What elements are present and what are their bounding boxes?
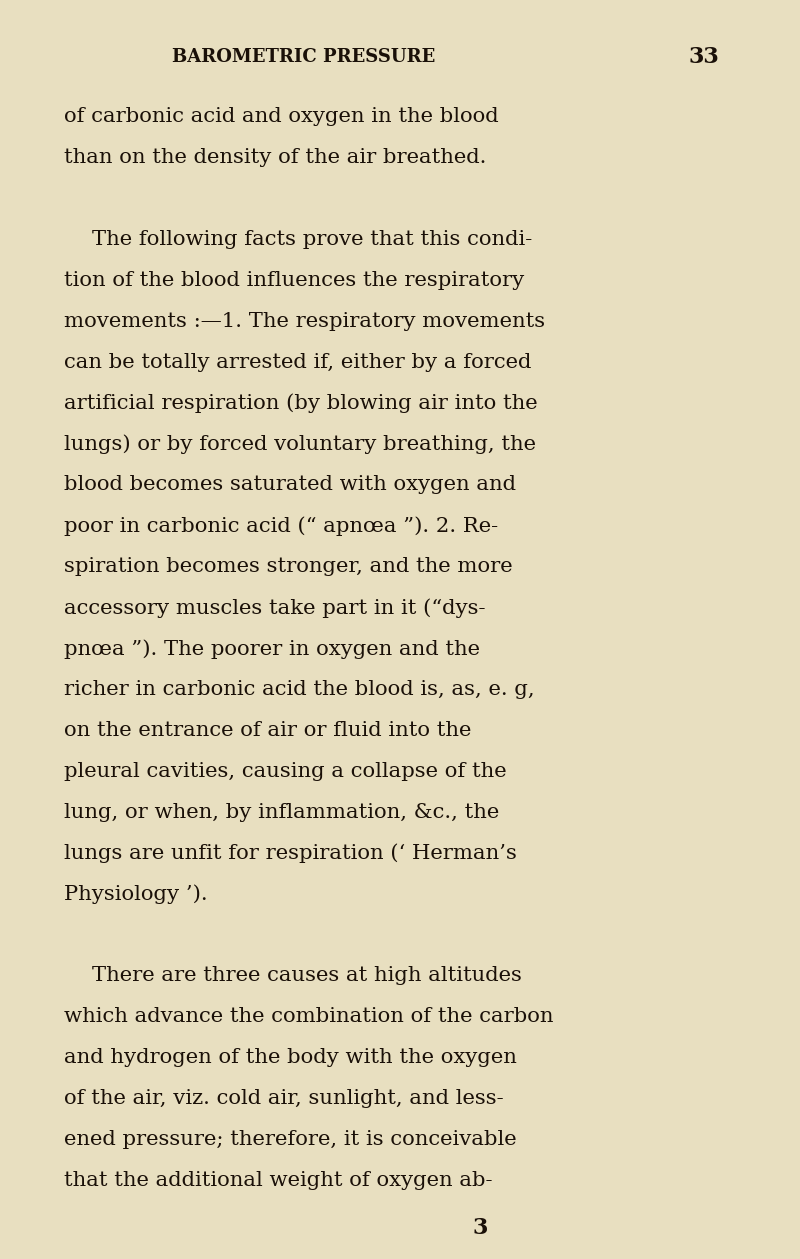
Text: spiration becomes stronger, and the more: spiration becomes stronger, and the more [64, 556, 513, 577]
Text: blood becomes saturated with oxygen and: blood becomes saturated with oxygen and [64, 475, 516, 495]
Text: artificial respiration (by blowing air into the: artificial respiration (by blowing air i… [64, 393, 538, 413]
Text: There are three causes at high altitudes: There are three causes at high altitudes [92, 967, 522, 986]
Text: 33: 33 [689, 45, 719, 68]
Text: lungs are unfit for respiration (‘ Herman’s: lungs are unfit for respiration (‘ Herma… [64, 844, 517, 864]
Text: ened pressure; therefore, it is conceivable: ened pressure; therefore, it is conceiva… [64, 1131, 517, 1149]
Text: of the air, viz. cold air, sunlight, and less-: of the air, viz. cold air, sunlight, and… [64, 1089, 504, 1108]
Text: accessory muscles take part in it (“dys-: accessory muscles take part in it (“dys- [64, 598, 486, 618]
Text: on the entrance of air or fluid into the: on the entrance of air or fluid into the [64, 720, 471, 740]
Text: 3: 3 [472, 1216, 488, 1239]
Text: BAROMETRIC PRESSURE: BAROMETRIC PRESSURE [172, 48, 436, 65]
Text: tion of the blood influences the respiratory: tion of the blood influences the respira… [64, 271, 524, 290]
Text: can be totally arrested if, either by a forced: can be totally arrested if, either by a … [64, 353, 531, 371]
Text: pnœa ”). The poorer in oxygen and the: pnœa ”). The poorer in oxygen and the [64, 638, 480, 658]
Text: richer in carbonic acid the blood is, as, e. g,: richer in carbonic acid the blood is, as… [64, 680, 534, 699]
Text: than on the density of the air breathed.: than on the density of the air breathed. [64, 147, 486, 167]
Text: and hydrogen of the body with the oxygen: and hydrogen of the body with the oxygen [64, 1047, 517, 1068]
Text: lungs) or by forced voluntary breathing, the: lungs) or by forced voluntary breathing,… [64, 434, 536, 454]
Text: which advance the combination of the carbon: which advance the combination of the car… [64, 1007, 554, 1026]
Text: pleural cavities, causing a collapse of the: pleural cavities, causing a collapse of … [64, 762, 506, 781]
Text: movements :—1. The respiratory movements: movements :—1. The respiratory movements [64, 312, 545, 331]
Text: The following facts prove that this condi-: The following facts prove that this cond… [92, 229, 532, 249]
Text: Physiology ’).: Physiology ’). [64, 884, 208, 904]
Text: poor in carbonic acid (“ apnœa ”). 2. Re-: poor in carbonic acid (“ apnœa ”). 2. Re… [64, 516, 498, 536]
Text: lung, or when, by inflammation, &c., the: lung, or when, by inflammation, &c., the [64, 803, 499, 822]
Text: that the additional weight of oxygen ab-: that the additional weight of oxygen ab- [64, 1171, 493, 1190]
Text: of carbonic acid and oxygen in the blood: of carbonic acid and oxygen in the blood [64, 107, 498, 126]
